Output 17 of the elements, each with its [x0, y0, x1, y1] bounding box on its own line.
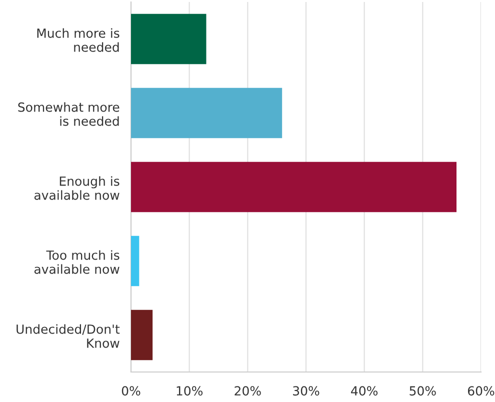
x-tick-label: 30%: [293, 386, 320, 396]
y-tick-label: Too much is available now: [34, 250, 120, 274]
bar: [131, 14, 206, 64]
bar: [131, 88, 282, 138]
x-tick-label: 10%: [176, 386, 203, 396]
x-tick-label: 0%: [122, 386, 140, 396]
x-tick-label: 40%: [351, 386, 378, 396]
y-tick-label: Somewhat more is needed: [18, 102, 120, 126]
y-tick-label: Much more is needed: [37, 28, 120, 52]
y-tick-label: Undecided/Don't Know: [16, 324, 120, 348]
x-tick-label: 60%: [468, 386, 494, 396]
bar: [131, 162, 456, 212]
x-tick-label: 50%: [410, 386, 436, 396]
bar: [131, 310, 153, 360]
bar: [131, 236, 140, 286]
x-tick-label: 20%: [234, 386, 261, 396]
y-tick-label: Enough is available now: [34, 176, 120, 200]
